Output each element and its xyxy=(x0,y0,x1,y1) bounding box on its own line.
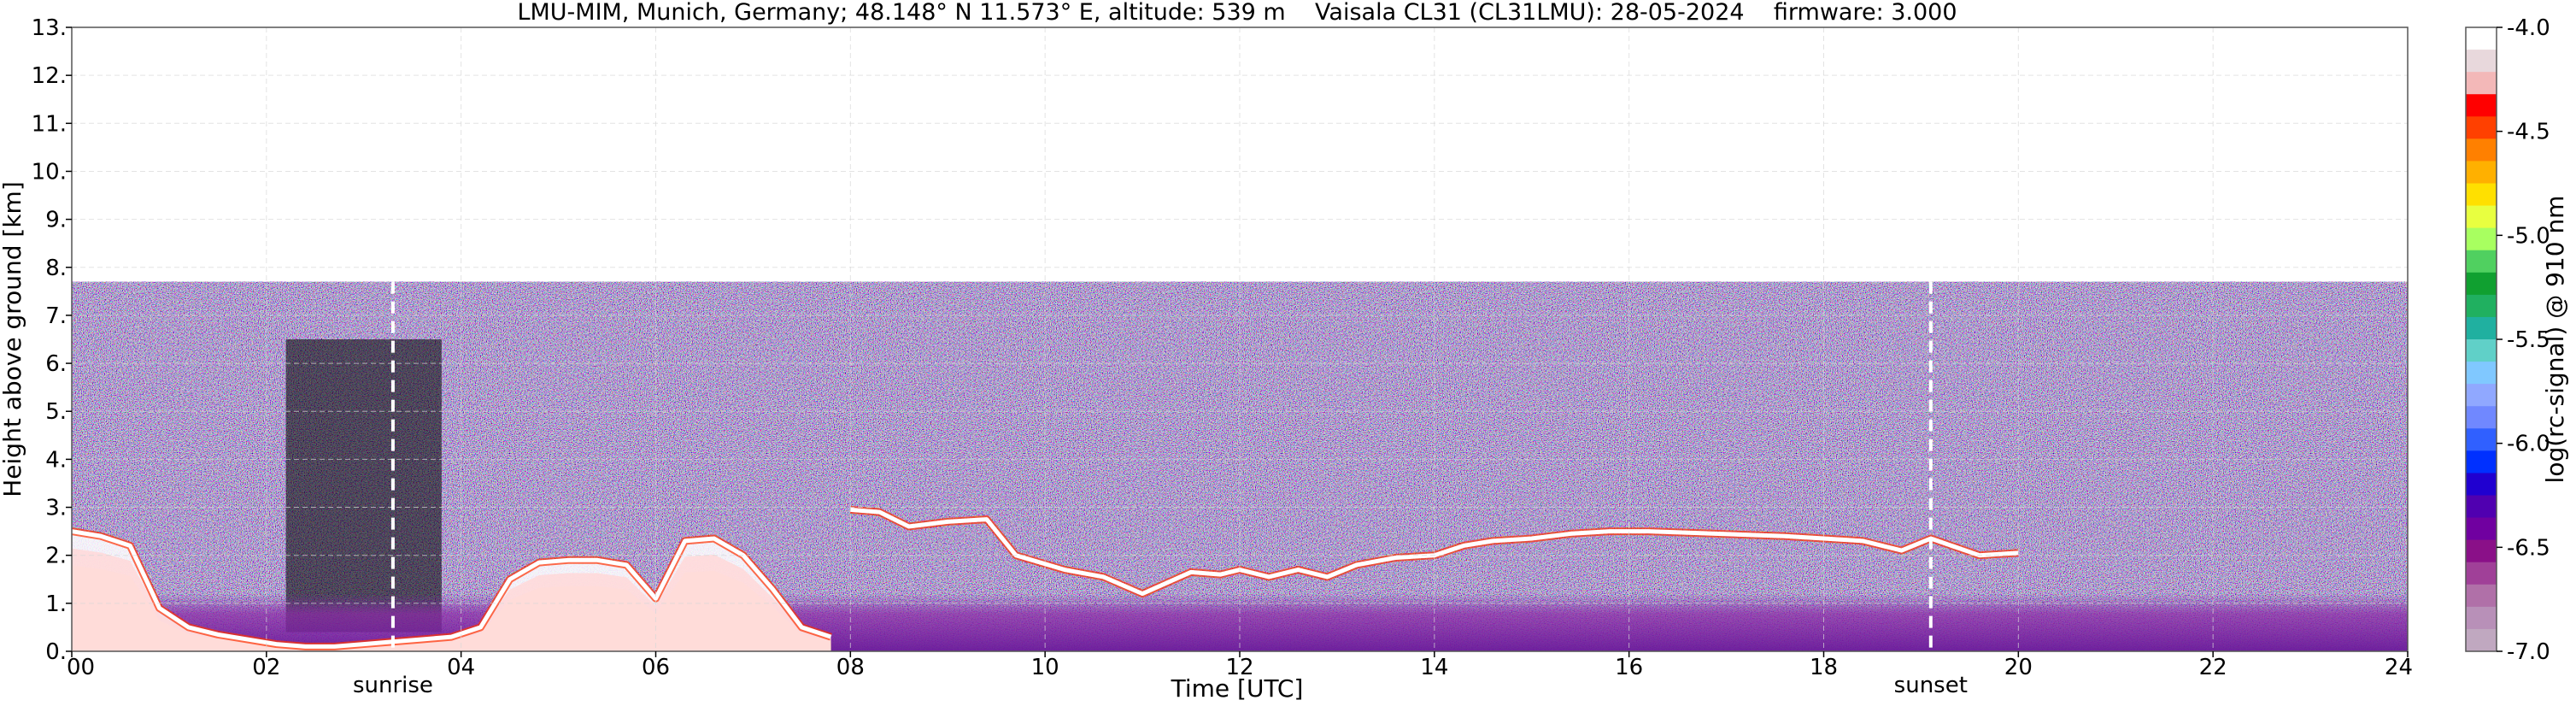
colorbar-level xyxy=(2466,339,2497,362)
colorbar-tick-label: -7.0 xyxy=(2507,639,2550,665)
y-tick-label: 6. xyxy=(45,351,67,377)
y-tick-label: 9. xyxy=(45,208,67,233)
colorbar-tick-label: -6.0 xyxy=(2507,432,2550,457)
colorbar-tick-label: -5.0 xyxy=(2507,223,2550,249)
y-tick-label: 12. xyxy=(32,63,67,89)
colorbar-level xyxy=(2466,628,2497,652)
colorbar-level xyxy=(2466,562,2497,585)
x-tick-label: 12 xyxy=(1225,655,1253,680)
x-tick-label: 00 xyxy=(67,655,95,680)
x-tick-label: 06 xyxy=(642,655,670,680)
x-tick-label: 04 xyxy=(447,655,475,680)
colorbar-level xyxy=(2466,406,2497,429)
colorbar-level xyxy=(2466,183,2497,207)
colorbar-tick-label: -4.5 xyxy=(2507,120,2550,145)
sunrise-label: sunrise xyxy=(353,673,433,698)
colorbar-level xyxy=(2466,495,2497,519)
chart-title: LMU-MIM, Munich, Germany; 48.148° N 11.5… xyxy=(517,0,1957,26)
annotations: sunrise sunset xyxy=(353,673,1968,698)
colorbar-level xyxy=(2466,94,2497,117)
y-tick-label: 11. xyxy=(32,111,67,137)
layer-peak xyxy=(72,529,832,649)
colorbar-level xyxy=(2466,450,2497,474)
y-tick-label: 10. xyxy=(32,159,67,185)
colorbar-level xyxy=(2466,294,2497,318)
y-tick-label: 4. xyxy=(45,447,67,473)
x-tick-label: 08 xyxy=(836,655,865,680)
colorbar-level xyxy=(2466,473,2497,497)
colorbar-level xyxy=(2466,517,2497,541)
colorbar-level xyxy=(2466,316,2497,340)
colorbar-label: log(rc-signal) @ 910 nm xyxy=(2541,196,2569,484)
y-axis-label: Height above ground [km] xyxy=(0,181,26,497)
colorbar-level xyxy=(2466,428,2497,451)
colorbar-level xyxy=(2466,272,2497,296)
x-axis-ticks: 00 02 04 06 08 10 12 14 16 18 20 22 24 xyxy=(67,651,2413,680)
colorbar-level xyxy=(2466,227,2497,251)
colorbar-level xyxy=(2466,161,2497,185)
y-tick-label: 2. xyxy=(45,544,67,569)
x-tick-label: 22 xyxy=(2199,655,2227,680)
colorbar-tick-label: -6.5 xyxy=(2507,535,2550,561)
colorbar-tick-label: -4.0 xyxy=(2507,15,2550,41)
x-tick-label: 02 xyxy=(252,655,280,680)
x-tick-label: 20 xyxy=(2004,655,2033,680)
y-tick-label: 8. xyxy=(45,256,67,281)
sunset-label: sunset xyxy=(1894,673,1968,698)
y-tick-label: 1. xyxy=(45,591,67,617)
x-tick-label: 10 xyxy=(1031,655,1059,680)
colorbar-level xyxy=(2466,384,2497,407)
x-tick-label: 18 xyxy=(1810,655,1838,680)
layer-band-6 xyxy=(72,531,831,651)
x-axis-label: Time [UTC] xyxy=(1171,674,1304,703)
x-tick-label: 14 xyxy=(1420,655,1448,680)
colorbar-level xyxy=(2466,72,2497,95)
colorbar-tick-label: -5.5 xyxy=(2507,327,2550,353)
x-tick-label: 24 xyxy=(2385,655,2413,680)
x-tick-label: 16 xyxy=(1615,655,1643,680)
colorbar-level xyxy=(2466,50,2497,73)
colorbar-level xyxy=(2466,539,2497,563)
y-axis-ticks: 0. 1. 2. 3. 4. 5. 6. 7. 8. 9. 10. 11. 12. 13. xyxy=(32,15,72,665)
y-tick-label: 7. xyxy=(45,303,67,329)
colorbar-level xyxy=(2466,27,2497,50)
colorbar-level xyxy=(2466,584,2497,608)
y-tick-label: 13. xyxy=(32,15,67,41)
colorbar-level xyxy=(2466,205,2497,229)
dark-night-region xyxy=(285,339,442,632)
colorbar-level xyxy=(2466,606,2497,630)
sun-markers xyxy=(390,281,1933,651)
colorbar-level xyxy=(2466,250,2497,274)
colorbar-level xyxy=(2466,116,2497,139)
colorbar-level xyxy=(2466,138,2497,162)
colorbar-level xyxy=(2466,362,2497,385)
signal-layers xyxy=(72,505,2019,651)
signal-layer-0 xyxy=(72,527,832,651)
y-tick-label: 5. xyxy=(45,399,67,425)
y-tick-label: 0. xyxy=(45,639,67,665)
colorbar: -4.0 -4.5 -5.0 -5.5 -6.0 -6.5 -7.0 xyxy=(2465,15,2550,665)
y-tick-label: 3. xyxy=(45,496,67,521)
